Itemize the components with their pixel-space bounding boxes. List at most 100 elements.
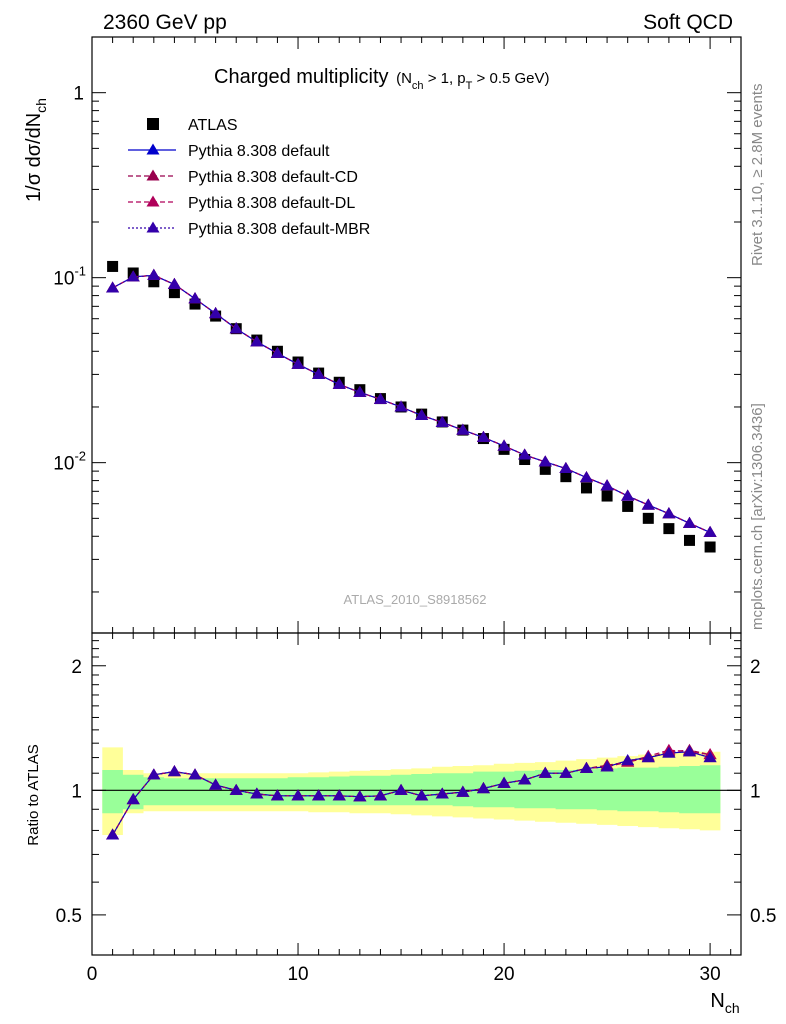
- ratio-line: [112, 749, 711, 836]
- ratio-point: [373, 789, 387, 801]
- data-point: [148, 276, 160, 288]
- data-point: [663, 523, 675, 535]
- mc-point: [209, 307, 223, 319]
- mc-point: [332, 377, 346, 389]
- mc-point: [270, 346, 284, 358]
- x-tick-label: 20: [493, 964, 514, 985]
- mc-point: [435, 415, 449, 427]
- mc-point: [497, 439, 511, 451]
- legend-label: Pythia 8.308 default: [188, 143, 330, 160]
- data-point: [560, 471, 572, 483]
- process-label: Soft QCD: [643, 11, 733, 34]
- ratio-point: [167, 765, 181, 777]
- title-main: Charged multiplicity: [214, 66, 389, 88]
- mc-point: [229, 322, 243, 334]
- ratio-point: [106, 828, 120, 840]
- ratio-point: [559, 766, 573, 778]
- mc-point: [147, 268, 161, 280]
- mc-line: [112, 274, 711, 533]
- chart-title: Charged multiplicity (Nch > 1, pT > 0.5 …: [214, 66, 550, 92]
- mc-point: [579, 471, 593, 483]
- energy-label: 2360 GeV pp: [103, 11, 227, 34]
- ratio-point: [312, 789, 326, 801]
- ratio-point: [600, 760, 614, 772]
- ratio-point: [538, 766, 552, 778]
- mc-point: [559, 461, 573, 474]
- rivet-label: Rivet 3.1.10, ≥ 2.8M events: [749, 84, 766, 267]
- ratio-point: [621, 754, 635, 766]
- ratio-y-tick-label: 2: [71, 657, 82, 678]
- ratio-point: [476, 782, 490, 794]
- mc-point: [621, 489, 635, 501]
- legend-marker: [146, 221, 160, 233]
- y-tick-label: 10-1: [53, 264, 86, 290]
- mc-point: [600, 479, 614, 491]
- ratio-point: [188, 768, 202, 780]
- analysis-watermark: ATLAS_2010_S8918562: [344, 592, 487, 607]
- ratio-series-layer: [106, 743, 717, 840]
- ratio-point: [270, 789, 284, 801]
- ratio-axes: 0 10 20 30 0.5 0.5 1 1 2 2: [56, 632, 776, 985]
- data-point: [168, 287, 180, 299]
- ratio-y-tick-label-right: 1: [750, 781, 761, 802]
- mc-point: [394, 400, 408, 412]
- mc-point: [518, 448, 532, 460]
- data-point: [539, 463, 551, 475]
- data-point: [580, 482, 592, 494]
- mc-line: [112, 274, 711, 533]
- data-point: [601, 490, 613, 502]
- ratio-frame: [91, 632, 742, 956]
- ratio-point: [250, 787, 264, 799]
- ratio-point: [394, 783, 408, 795]
- ratio-point: [353, 790, 367, 802]
- legend-label: Pythia 8.308 default-MBR: [188, 221, 370, 238]
- mc-point: [126, 270, 140, 282]
- data-point: [107, 260, 119, 272]
- mc-point: [167, 277, 181, 289]
- y-tick-label: 10-2: [53, 449, 86, 475]
- mc-point: [456, 423, 470, 435]
- x-tick-label: 0: [87, 964, 98, 985]
- data-point: [642, 512, 654, 524]
- mc-line: [112, 274, 711, 533]
- y-tick-label: 1: [73, 84, 84, 105]
- data-point: [683, 534, 695, 546]
- legend-marker-data: [147, 118, 159, 130]
- mc-point: [703, 525, 717, 537]
- ratio-point: [703, 751, 717, 763]
- mc-point: [250, 335, 264, 347]
- data-point: [622, 500, 634, 512]
- ratio-point: [662, 746, 676, 758]
- ratio-point: [209, 778, 223, 790]
- ratio-point: [229, 783, 243, 795]
- legend-label: Pythia 8.308 default-DL: [188, 195, 355, 212]
- legend-label: ATLAS: [188, 117, 238, 134]
- mc-line: [112, 274, 711, 533]
- mc-point: [291, 357, 305, 369]
- x-tick-label: 10: [287, 964, 308, 985]
- ratio-point: [332, 789, 346, 801]
- legend-marker: [146, 143, 160, 155]
- ratio-point: [497, 776, 511, 788]
- mcplots-label: mcplots.cern.ch [arXiv:1306.3436]: [749, 403, 766, 630]
- mc-point: [106, 281, 120, 293]
- ratio-y-tick-label-right: 2: [750, 657, 761, 678]
- mc-point: [662, 507, 676, 519]
- ratio-point: [682, 745, 696, 757]
- legend: ATLAS Pythia 8.308 default Pythia 8.308 de…: [128, 117, 370, 238]
- ratio-point: [126, 793, 140, 805]
- legend-marker: [146, 195, 160, 207]
- data-point: [704, 541, 716, 553]
- legend-marker: [146, 169, 160, 181]
- mc-point: [476, 430, 490, 442]
- ratio-y-tick-label: 1: [71, 781, 82, 802]
- ratio-y-label: Ratio to ATLAS: [25, 744, 42, 845]
- ratio-point: [435, 787, 449, 799]
- ratio-point: [579, 761, 593, 773]
- ratio-y-tick-label-right: 0.5: [750, 906, 776, 927]
- main-series-layer: [106, 260, 717, 553]
- mc-point: [415, 408, 429, 420]
- mc-point: [641, 498, 655, 510]
- ratio-y-tick-label: 0.5: [56, 906, 82, 927]
